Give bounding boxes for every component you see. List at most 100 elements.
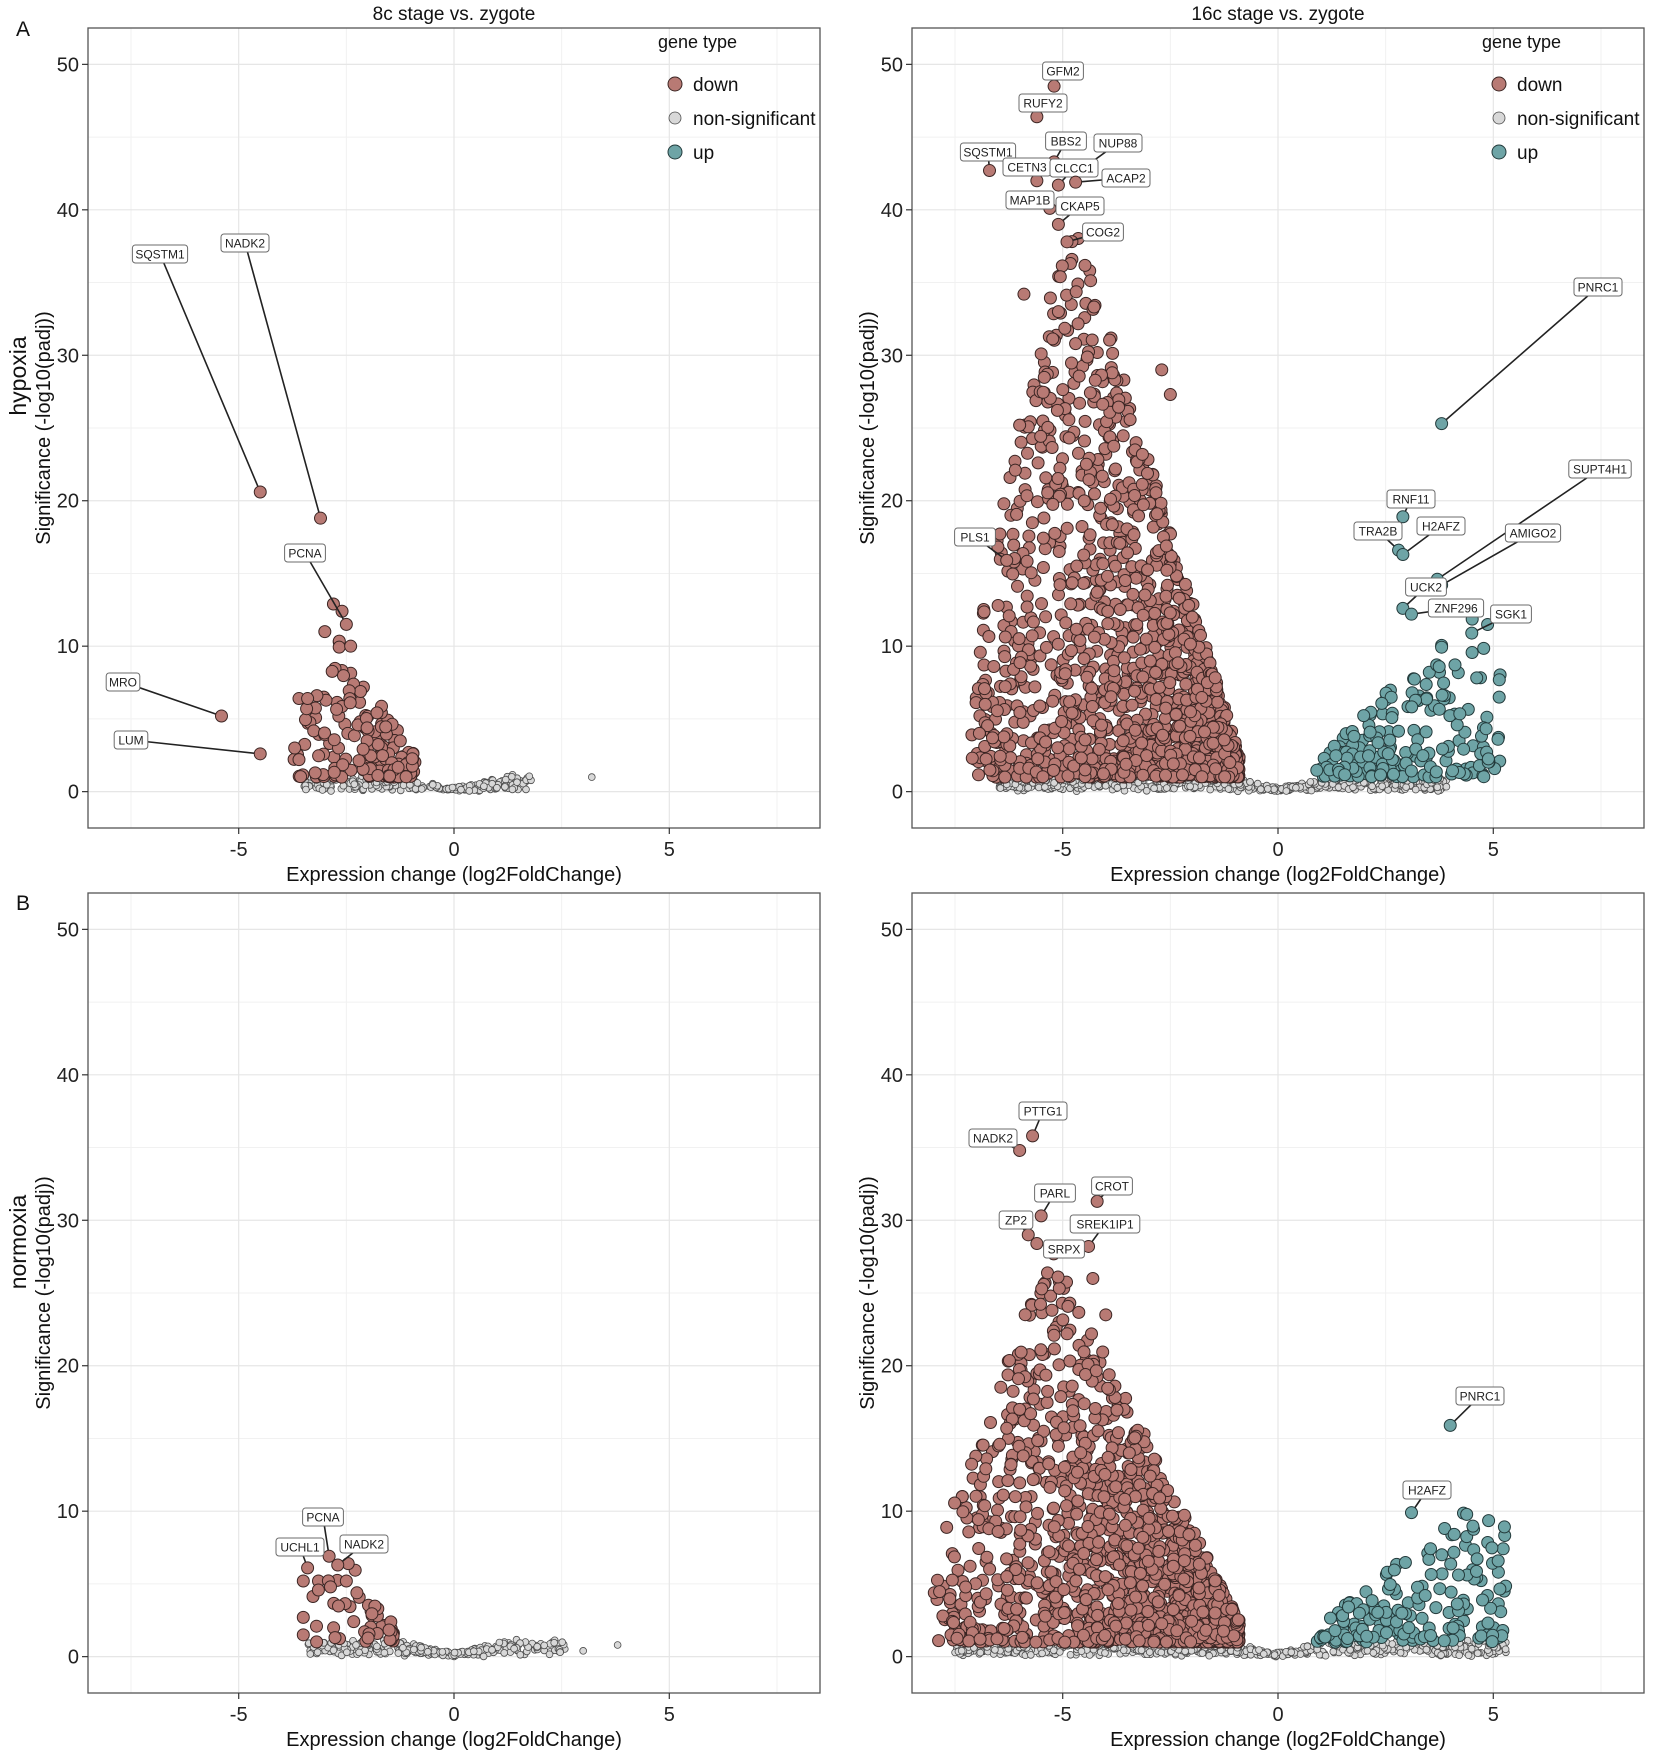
- point-down: [1065, 1379, 1079, 1393]
- point-down: [1183, 729, 1197, 743]
- point-down: [1138, 588, 1152, 602]
- point-non-significant: [318, 786, 327, 794]
- point-down: [308, 766, 322, 780]
- point-down: [299, 713, 312, 727]
- point-down: [310, 1635, 324, 1649]
- point-non-significant: [450, 1648, 459, 1657]
- point-non-significant: [465, 787, 474, 795]
- point-down: [1006, 567, 1020, 581]
- point-down: [393, 734, 407, 748]
- point-non-significant: [1292, 783, 1300, 792]
- point-down: [977, 605, 991, 619]
- point-down: [1198, 725, 1211, 739]
- point-down: [339, 1574, 353, 1588]
- point-down: [1141, 563, 1155, 577]
- point-down: [1125, 698, 1139, 712]
- point-non-significant: [361, 781, 370, 789]
- point-down: [1034, 347, 1048, 361]
- point-down: [978, 682, 991, 696]
- point-down: [1117, 651, 1131, 665]
- point-down: [998, 630, 1012, 644]
- point-down: [1078, 733, 1092, 747]
- point-non-significant: [306, 1650, 315, 1658]
- point-up: [1383, 733, 1397, 747]
- point-down: [1042, 1545, 1056, 1559]
- point-down: [350, 1586, 364, 1600]
- point-down: [1058, 667, 1072, 681]
- point-non-significant: [522, 785, 530, 794]
- point-down: [1062, 431, 1076, 445]
- point-non-significant: [1270, 785, 1278, 793]
- point-non-significant: [1433, 783, 1442, 792]
- point-non-significant: [1321, 1651, 1330, 1660]
- x-axis-title: Expression change (log2FoldChange): [1110, 864, 1446, 886]
- point-down: [1011, 579, 1024, 593]
- point-down: [1040, 1396, 1054, 1409]
- point-up: [1481, 752, 1495, 766]
- point-up: [1392, 724, 1405, 738]
- point-down: [1078, 434, 1091, 448]
- point-down: [997, 730, 1011, 744]
- point-down: [1020, 600, 1034, 614]
- point-up: [1432, 660, 1446, 674]
- gene-label-pcna: PCNA: [288, 547, 321, 561]
- point-up: [1435, 688, 1449, 702]
- point-down: [1185, 610, 1199, 624]
- point-down: [1039, 735, 1053, 749]
- point-down: [1178, 577, 1192, 591]
- legend-swatch-up: [667, 144, 683, 160]
- point-down: [1031, 495, 1044, 509]
- point-up: [1477, 770, 1491, 784]
- point-down: [991, 598, 1005, 612]
- point-down: [1046, 497, 1060, 511]
- point-up: [1465, 646, 1479, 659]
- y-axis-title: Significance (-log10(padj)): [857, 311, 879, 544]
- points: [965, 232, 1507, 796]
- point-non-significant: [510, 1644, 518, 1653]
- point-down: [1101, 617, 1115, 631]
- point-down: [1118, 574, 1132, 587]
- point-down: [1064, 597, 1078, 611]
- point-down: [1037, 370, 1051, 384]
- point-down: [1105, 366, 1119, 380]
- point-up: [1419, 725, 1433, 739]
- point-down: [1078, 414, 1092, 428]
- point-down: [1078, 258, 1092, 272]
- point-up: [1416, 749, 1430, 763]
- point-up: [1492, 690, 1506, 704]
- point-down: [1195, 770, 1209, 784]
- point-down: [1007, 538, 1021, 552]
- point-down: [1013, 418, 1027, 432]
- point-down: [1132, 509, 1146, 523]
- point-down: [1149, 665, 1163, 679]
- point-down: [943, 1592, 957, 1606]
- point-down: [1208, 671, 1222, 685]
- x-tick-label: 0: [448, 1704, 459, 1726]
- gene-label-supt4h1: SUPT4H1: [1573, 463, 1627, 477]
- point-down: [1041, 486, 1055, 500]
- point-down: [1143, 654, 1157, 668]
- point-down: [1052, 1358, 1066, 1372]
- point-non-significant: [302, 785, 310, 794]
- point-non-significant: [1077, 1647, 1086, 1655]
- point-down-labeled: [314, 511, 328, 525]
- point-down: [1012, 632, 1026, 646]
- x-tick-label: -5: [230, 839, 248, 861]
- point-down: [1051, 305, 1065, 319]
- points: [927, 1247, 1513, 1661]
- point-down: [1006, 527, 1020, 541]
- point-non-significant: [1163, 784, 1171, 792]
- gene-label-box: [220, 233, 270, 253]
- point-down: [1184, 705, 1197, 719]
- point-non-significant: [996, 784, 1005, 792]
- point-down: [324, 1580, 337, 1594]
- point-down: [1085, 333, 1099, 347]
- point-non-significant: [413, 779, 422, 787]
- point-down: [1045, 1303, 1059, 1317]
- gene-label-map1b: MAP1B: [1010, 194, 1051, 208]
- point-up: [1492, 673, 1506, 687]
- point-down: [288, 741, 302, 755]
- point-down: [1159, 589, 1173, 603]
- point-down: [987, 660, 1001, 674]
- point-non-significant: [495, 1638, 504, 1647]
